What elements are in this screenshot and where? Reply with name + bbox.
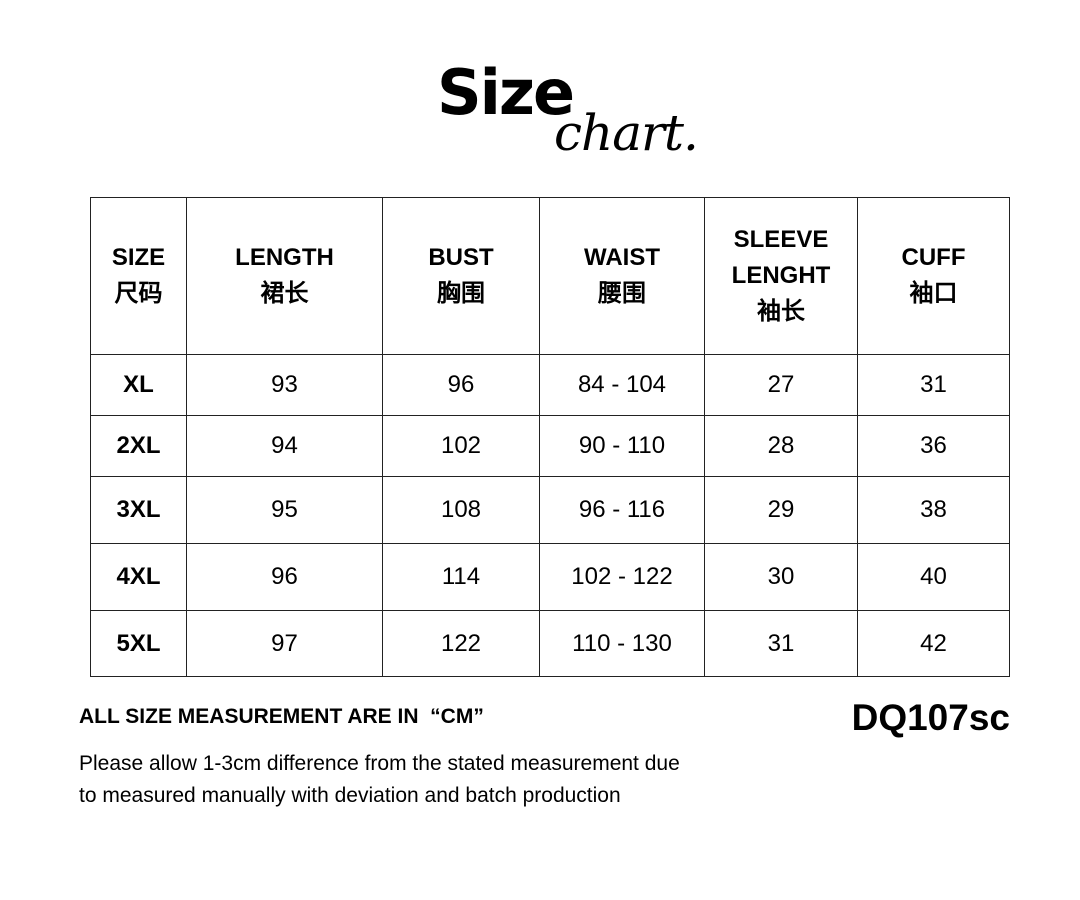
value-cell: 114 [382, 543, 540, 611]
disclaimer: Please allow 1-3cm difference from the s… [79, 748, 680, 812]
column-header: WAIST 腰围 [539, 197, 705, 355]
value-cell: 93 [186, 354, 383, 416]
header-en: CUFF [901, 244, 966, 271]
header-en: LENGTH [235, 244, 334, 271]
product-code: DQ107sc [851, 697, 1010, 738]
value-cell: 84 - 104 [539, 354, 705, 416]
table-row: XL 93 96 84 - 104 27 31 [90, 354, 1010, 416]
column-header: SIZE 尺码 [90, 197, 187, 355]
size-cell: 3XL [90, 476, 187, 544]
size-cell: 2XL [90, 415, 187, 477]
table-row: 5XL 97 122 110 - 130 31 42 [90, 610, 1010, 677]
value-cell: 90 - 110 [539, 415, 705, 477]
header-zh: 尺码 [114, 280, 163, 307]
value-cell: 110 - 130 [539, 610, 705, 677]
value-cell: 29 [704, 476, 858, 544]
table-row: 2XL 94 102 90 - 110 28 36 [90, 415, 1010, 477]
value-cell: 96 [186, 543, 383, 611]
value-cell: 96 [382, 354, 540, 416]
value-cell: 42 [857, 610, 1010, 677]
column-header: BUST 胸围 [382, 197, 540, 355]
header-en: SIZE [111, 244, 166, 271]
value-cell: 31 [704, 610, 858, 677]
size-cell: XL [90, 354, 187, 416]
size-cell: 5XL [90, 610, 187, 677]
value-cell: 102 [382, 415, 540, 477]
value-cell: 96 - 116 [539, 476, 705, 544]
title-chart: chart. [554, 104, 699, 162]
value-cell: 36 [857, 415, 1010, 477]
column-header: SLEEVE LENGHT 袖长 [704, 197, 858, 355]
header-zh: 胸围 [437, 280, 485, 307]
disclaimer-line-2: to measured manually with deviation and … [79, 784, 621, 807]
value-cell: 97 [186, 610, 383, 677]
value-cell: 102 - 122 [539, 543, 705, 611]
value-cell: 38 [857, 476, 1010, 544]
title-size: Size [437, 56, 575, 129]
header-en: SLEEVE [733, 226, 829, 253]
header-zh: 裙长 [260, 280, 309, 307]
size-cell: 4XL [90, 543, 187, 611]
size-table: SIZE 尺码 LENGTH 裙长 BUST 胸围 WAIST 腰围 SLEEVE LENGHT 袖… [90, 197, 1010, 677]
column-header: LENGTH 裙长 [186, 197, 383, 355]
header-zh: 袖长 [757, 298, 805, 325]
value-cell: 27 [704, 354, 858, 416]
table-row: 3XL 95 108 96 - 116 29 38 [90, 476, 1010, 544]
value-cell: 31 [857, 354, 1010, 416]
value-cell: 95 [186, 476, 383, 544]
value-cell: 28 [704, 415, 858, 477]
unit-note: ALL SIZE MEASUREMENT ARE IN “CM” [79, 705, 484, 728]
column-header: CUFF 袖口 [857, 197, 1010, 355]
value-cell: 108 [382, 476, 540, 544]
header-en: WAIST [584, 244, 660, 271]
value-cell: 122 [382, 610, 540, 677]
header-en: LENGHT [731, 262, 831, 289]
header-zh: 袖口 [909, 280, 958, 307]
value-cell: 40 [857, 543, 1010, 611]
table-row: 4XL 96 114 102 - 122 30 40 [90, 543, 1010, 611]
header-zh: 腰围 [598, 280, 646, 307]
disclaimer-line-1: Please allow 1-3cm difference from the s… [79, 752, 680, 775]
value-cell: 30 [704, 543, 858, 611]
value-cell: 94 [186, 415, 383, 477]
header-row: SIZE 尺码 LENGTH 裙长 BUST 胸围 WAIST 腰围 SLEEVE LENGHT 袖… [90, 197, 1010, 355]
header-en: BUST [428, 244, 494, 271]
